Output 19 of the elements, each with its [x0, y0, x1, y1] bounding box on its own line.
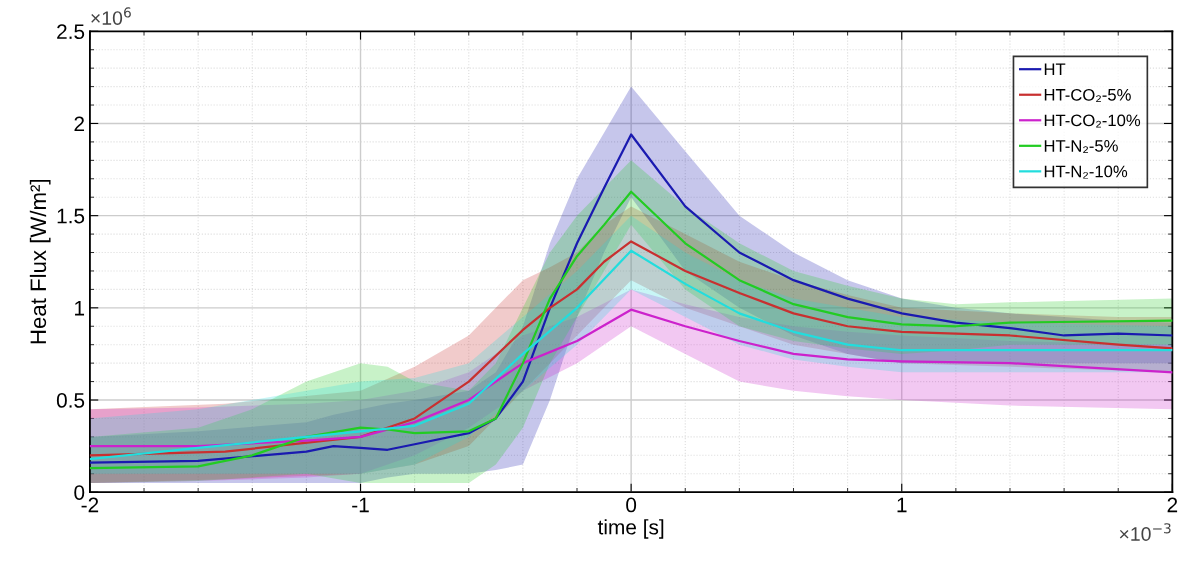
y-tick-label: 2	[74, 116, 84, 132]
x-tick-label: 0	[626, 497, 637, 513]
y-tick-label: 1.5	[57, 208, 85, 224]
legend-label: HT-N₂-5%	[1044, 140, 1118, 154]
x-axis-title: time [s]	[597, 519, 664, 539]
x-tick-label: 2	[1167, 497, 1178, 513]
y-tick-label: 1	[75, 301, 85, 316]
text: ×10$^{−3}$	[1119, 523, 1171, 541]
legend-label: HT-N₂-10%	[1044, 165, 1128, 179]
legend-label: HT-CO₂-5%	[1044, 88, 1131, 102]
legend-label: HT	[1044, 63, 1066, 76]
x-tick-label: 1	[897, 497, 907, 513]
y-tick-label: 2.5	[57, 24, 85, 40]
line-series	[89, 308, 1173, 448]
y-tick-label: 0.5	[56, 393, 85, 408]
text: ×10$^{6}$	[91, 7, 131, 25]
y-axis-title: Heat Flux [W/m²]	[29, 179, 51, 344]
legend-label: HT-CO₂-10%	[1044, 114, 1141, 128]
x-tick-label: -1	[352, 497, 369, 513]
